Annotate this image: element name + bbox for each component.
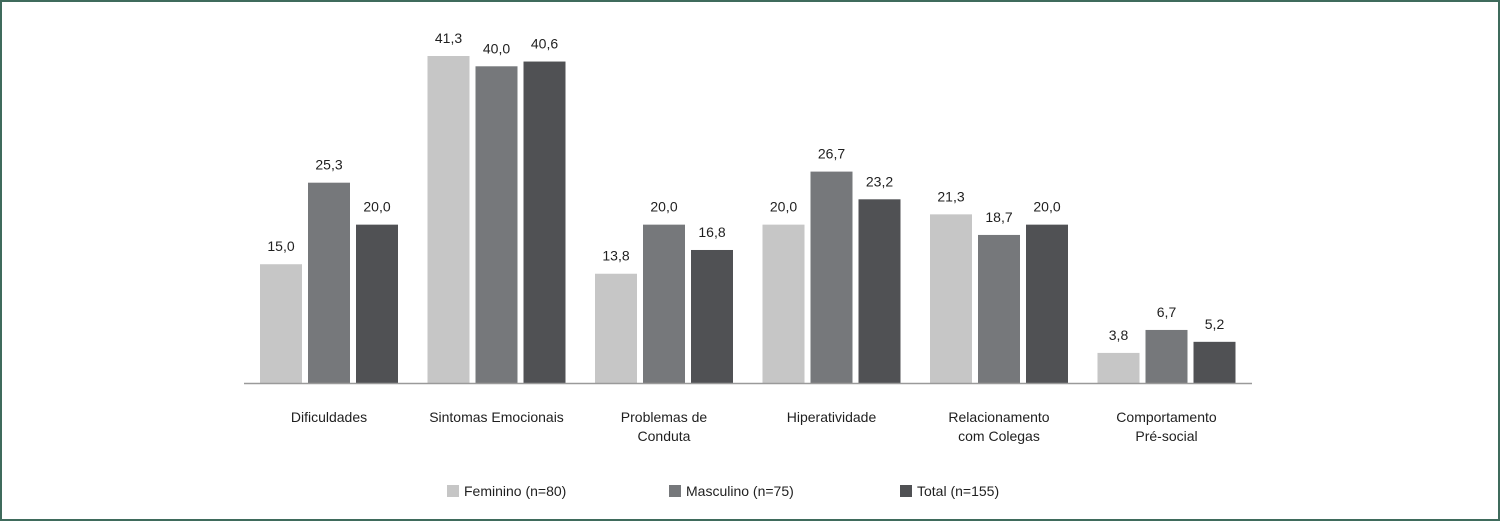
bar bbox=[643, 224, 685, 383]
data-label: 18,7 bbox=[985, 209, 1012, 225]
bar bbox=[978, 234, 1020, 383]
legend-swatch bbox=[447, 485, 459, 497]
category-labels-layer: Dificuldades Sintomas Emocionais Problemas… bbox=[291, 409, 1217, 444]
bar bbox=[260, 264, 302, 383]
data-label: 41,3 bbox=[435, 30, 462, 46]
category-label: Conduta bbox=[638, 428, 691, 444]
bar bbox=[1145, 329, 1188, 383]
data-label: 23,2 bbox=[866, 173, 893, 189]
data-label: 20,0 bbox=[650, 199, 677, 215]
value-labels-layer: 15,0 25,3 20,0 41,3 40,0 40,6 13,8 20,0 16,8 20,0… bbox=[267, 30, 1224, 343]
legend-swatch bbox=[900, 485, 912, 497]
bar bbox=[762, 224, 805, 383]
data-label: 5,2 bbox=[1205, 316, 1225, 332]
bar bbox=[595, 273, 637, 383]
bar bbox=[1193, 341, 1236, 383]
legend: Feminino (n=80) Masculino (n=75) Total (n=… bbox=[447, 483, 999, 499]
category-label: com Colegas bbox=[958, 428, 1040, 444]
bar bbox=[308, 182, 350, 383]
data-label: 16,8 bbox=[698, 224, 725, 240]
data-label: 40,6 bbox=[531, 36, 558, 52]
category-label: Pré-social bbox=[1135, 428, 1197, 444]
bar bbox=[858, 199, 901, 383]
legend-label: Feminino (n=80) bbox=[464, 483, 566, 499]
bar bbox=[930, 214, 972, 383]
data-label: 25,3 bbox=[315, 157, 342, 173]
bar bbox=[1097, 352, 1140, 383]
bar bbox=[523, 61, 566, 384]
category-label: Sintomas Emocionais bbox=[429, 409, 564, 425]
data-label: 21,3 bbox=[937, 188, 964, 204]
category-label: Dificuldades bbox=[291, 409, 367, 425]
data-label: 20,0 bbox=[1033, 199, 1060, 215]
data-label: 20,0 bbox=[770, 199, 797, 215]
data-label: 13,8 bbox=[602, 248, 629, 264]
data-label: 20,0 bbox=[363, 199, 390, 215]
data-label: 26,7 bbox=[818, 146, 845, 162]
bar bbox=[691, 249, 733, 383]
bar bbox=[427, 56, 470, 383]
category-label: Hiperatividade bbox=[787, 409, 877, 425]
bar bbox=[810, 171, 853, 383]
data-label: 40,0 bbox=[483, 40, 510, 56]
legend-swatch bbox=[669, 485, 681, 497]
category-label: Problemas de bbox=[621, 409, 708, 425]
legend-label: Total (n=155) bbox=[917, 483, 999, 499]
bar bbox=[1026, 224, 1068, 383]
bars-layer bbox=[260, 56, 1236, 384]
data-label: 3,8 bbox=[1109, 327, 1129, 343]
bar bbox=[356, 224, 398, 383]
category-label: Relacionamento bbox=[948, 409, 1049, 425]
legend-label: Masculino (n=75) bbox=[686, 483, 794, 499]
data-label: 6,7 bbox=[1157, 304, 1177, 320]
category-label: Comportamento bbox=[1116, 409, 1217, 425]
bar bbox=[475, 66, 518, 384]
data-label: 15,0 bbox=[267, 238, 294, 254]
